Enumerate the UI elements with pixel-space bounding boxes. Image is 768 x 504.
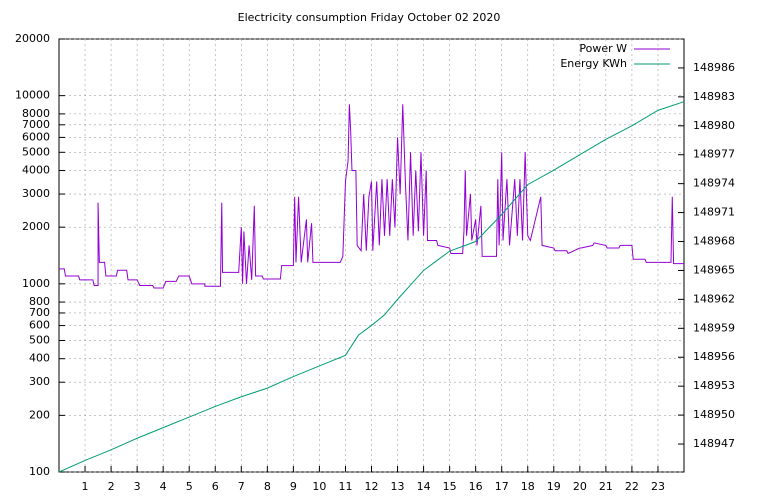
- legend-label: Energy KWh: [560, 57, 627, 70]
- y2-tick-label: 148953: [693, 379, 735, 392]
- y2-tick-label: 148974: [693, 177, 735, 190]
- x-tick-label: 18: [521, 480, 535, 493]
- y2-tick-label: 148947: [693, 437, 735, 450]
- series-line: [58, 101, 685, 473]
- x-tick-label: 9: [290, 480, 297, 493]
- y-tick-label: 10000: [15, 89, 50, 102]
- x-tick-label: 13: [391, 480, 405, 493]
- y-tick-label: 800: [29, 295, 50, 308]
- y-tick-label: 400: [29, 352, 50, 365]
- y2-tick-label: 148977: [693, 148, 735, 161]
- x-tick-label: 15: [443, 480, 457, 493]
- y2-tick-label: 148971: [693, 206, 735, 219]
- x-tick-label: 22: [625, 480, 639, 493]
- series-line: [59, 104, 684, 289]
- legend-label: Power W: [579, 42, 627, 55]
- x-tick-label: 14: [417, 480, 431, 493]
- y2-tick-label: 148962: [693, 292, 735, 305]
- chart-title: Electricity consumption Friday October 0…: [238, 11, 501, 24]
- y-tick-label: 7000: [22, 118, 50, 131]
- y-tick-label: 20000: [15, 32, 50, 45]
- y2-tick-label: 148965: [693, 263, 735, 276]
- x-tick-label: 16: [469, 480, 483, 493]
- x-tick-label: 11: [338, 480, 352, 493]
- x-tick-label: 1: [82, 480, 89, 493]
- x-tick-label: 20: [573, 480, 587, 493]
- x-tick-label: 17: [495, 480, 509, 493]
- y-tick-label: 700: [29, 306, 50, 319]
- y-tick-label: 500: [29, 333, 50, 346]
- x-tick-label: 21: [599, 480, 613, 493]
- y-tick-label: 6000: [22, 130, 50, 143]
- x-tick-label: 7: [238, 480, 245, 493]
- y2-tick-label: 148983: [693, 90, 735, 103]
- y-tick-label: 8000: [22, 107, 50, 120]
- y2-tick-label: 148968: [693, 235, 735, 248]
- y-tick-label: 200: [29, 408, 50, 421]
- y-tick-label: 300: [29, 375, 50, 388]
- y2-tick-label: 148956: [693, 350, 735, 363]
- y-tick-label: 3000: [22, 187, 50, 200]
- x-tick-label: 10: [312, 480, 326, 493]
- x-tick-label: 6: [212, 480, 219, 493]
- y2-tick-label: 148959: [693, 321, 735, 334]
- y-tick-label: 100: [29, 465, 50, 478]
- y-tick-label: 600: [29, 319, 50, 332]
- y-tick-label: 5000: [22, 145, 50, 158]
- x-tick-label: 19: [547, 480, 561, 493]
- y-tick-label: 1000: [22, 277, 50, 290]
- y2-tick-label: 148986: [693, 61, 735, 74]
- x-tick-label: 5: [186, 480, 193, 493]
- y-tick-label: 4000: [22, 164, 50, 177]
- x-tick-label: 12: [365, 480, 379, 493]
- x-tick-label: 8: [264, 480, 271, 493]
- x-tick-label: 2: [108, 480, 115, 493]
- x-tick-label: 3: [134, 480, 141, 493]
- y-tick-label: 2000: [22, 220, 50, 233]
- y2-tick-label: 148980: [693, 119, 735, 132]
- x-tick-label: 23: [651, 480, 665, 493]
- x-tick-label: 4: [160, 480, 167, 493]
- y2-tick-label: 148950: [693, 408, 735, 421]
